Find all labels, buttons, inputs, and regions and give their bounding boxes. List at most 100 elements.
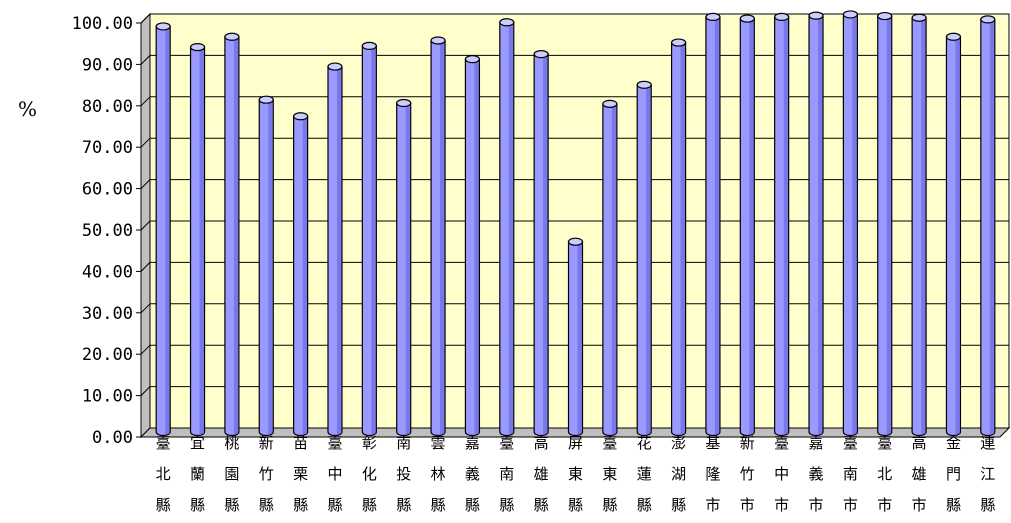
x-category-label: 金門縣 [946, 434, 961, 514]
bar [567, 237, 584, 437]
y-tick-label: 40.00 [82, 262, 133, 282]
bar-shade [714, 16, 720, 434]
gridline-side [140, 303, 151, 314]
bar [774, 12, 790, 437]
gridline-side [140, 386, 151, 396]
bar [980, 15, 996, 437]
x-category-label: 花蓮縣 [637, 434, 652, 514]
x-category-label: 連江縣 [980, 434, 995, 514]
bar [911, 13, 927, 437]
bar-top [464, 55, 481, 64]
bar-top [739, 14, 755, 23]
x-category-label: 高雄縣 [534, 434, 549, 514]
x-category-label: 彰化縣 [362, 434, 377, 514]
x-category-label: 桃園縣 [224, 434, 239, 514]
bar-shade [577, 241, 582, 434]
x-category-label: 新竹縣 [259, 434, 274, 514]
bar [258, 95, 274, 437]
bar [945, 32, 962, 437]
x-category-label: 臺北縣 [156, 434, 171, 514]
bar-top [808, 11, 824, 20]
x-category-label: 基隆市 [705, 434, 720, 514]
bar-top [636, 80, 652, 89]
bar-shade [508, 22, 514, 435]
bar [430, 36, 446, 437]
bar [361, 41, 377, 437]
bar-top [670, 38, 687, 47]
bar [464, 55, 481, 437]
bar-shade [955, 36, 960, 435]
bar-shade [371, 45, 376, 435]
bar [533, 50, 549, 437]
gridline-side [140, 220, 151, 231]
bar-shade [543, 54, 548, 435]
bar-top [705, 12, 721, 21]
bar-top [155, 22, 171, 31]
x-category-label: 嘉義縣 [465, 434, 480, 514]
y-axis-ticks: 0.00 10.00 20.00 30.00 40.00 50.00 60.00 70.00 8… [72, 14, 133, 448]
gridline-side [140, 96, 151, 107]
bar [189, 43, 206, 437]
x-category-label: 南投縣 [396, 434, 411, 514]
bar [636, 80, 652, 437]
bar [808, 11, 824, 437]
x-category-label: 高雄市 [912, 434, 927, 514]
x-category-label: 宜蘭縣 [190, 434, 205, 514]
x-category-label: 嘉義市 [809, 434, 824, 514]
bar-shade [302, 116, 308, 435]
bar-top [842, 10, 858, 19]
x-category-label: 臺東縣 [602, 434, 617, 514]
bar-top [361, 41, 377, 50]
y-tick-label: 90.00 [82, 55, 133, 75]
bar-top [258, 95, 274, 104]
bar-shade [646, 84, 651, 434]
y-axis-unit-label: % [18, 97, 37, 121]
gridline-side [140, 344, 151, 355]
bar-shade [268, 99, 273, 434]
bar-top [327, 62, 343, 71]
y-tick-label: 10.00 [82, 387, 133, 407]
x-category-label: 新竹市 [740, 434, 755, 514]
x-category-label: 臺北市 [877, 434, 892, 514]
y-tick-label: 50.00 [82, 221, 133, 241]
y-tick-label: 0.00 [92, 428, 133, 448]
y-tick-label: 100.00 [72, 14, 133, 34]
bar-shade [749, 18, 754, 435]
bar-shade [405, 103, 411, 434]
x-category-label: 澎湖縣 [671, 434, 686, 514]
x-category-label: 臺南縣 [499, 434, 514, 514]
bar [705, 12, 721, 437]
bar-shade [783, 16, 789, 434]
y-tick-label: 30.00 [82, 304, 133, 324]
bar-shade [680, 42, 685, 434]
x-category-label: 臺中縣 [327, 434, 342, 514]
bar-shade [818, 15, 823, 434]
bar [499, 18, 515, 437]
bar-top [567, 237, 584, 246]
bar-shade [852, 14, 857, 434]
bar-series [155, 10, 996, 437]
bar-shade [611, 103, 617, 434]
x-category-label: 屏東縣 [568, 434, 583, 514]
gridline-side [140, 179, 151, 189]
bar-shade [440, 40, 445, 434]
bar-shade [336, 66, 342, 434]
bar-top [533, 50, 549, 59]
bar [327, 62, 343, 437]
bar [739, 14, 755, 437]
bar [293, 112, 309, 437]
y-tick-label: 70.00 [82, 138, 133, 158]
y-tick-label: 60.00 [82, 180, 133, 200]
gridline-side [140, 55, 151, 65]
x-category-label: 臺南市 [843, 434, 858, 514]
gridline-side [140, 137, 151, 148]
x-category-label: 苗栗縣 [293, 434, 308, 514]
x-category-label: 雲林縣 [431, 434, 446, 514]
bar-top [430, 36, 446, 45]
bar-shade [989, 19, 995, 435]
bar [224, 32, 240, 437]
bar-shade [165, 26, 170, 434]
bar-top [911, 13, 927, 22]
bar-top [499, 18, 515, 27]
